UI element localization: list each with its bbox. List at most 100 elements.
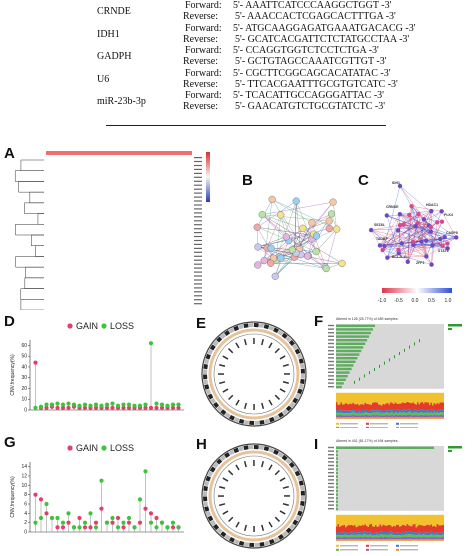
- network-node-label: IDH1: [392, 181, 400, 185]
- cnv-loss-point: [154, 401, 159, 406]
- cnv-loss-point: [126, 515, 132, 521]
- cnv-gain-point: [60, 405, 66, 410]
- cnv-loss-point: [115, 525, 121, 530]
- cnv-ylabel: CNV.frequency(%): [10, 354, 16, 396]
- cnv-gain-point: [82, 405, 88, 410]
- primer-gene-name: CRNDE: [97, 6, 131, 17]
- panel-letter-h: H: [196, 436, 207, 453]
- correlation-network: IDH1 CRNDE SEZ6L TADBP BCL2L11 ZFP1 STAT6 CASP8…: [368, 181, 459, 304]
- cnv-loss-point: [77, 525, 82, 530]
- cnv-loss-point: [159, 520, 165, 525]
- cnv-ytick: 2: [24, 520, 27, 526]
- primer-reverse-label: Reverse:: [183, 56, 218, 67]
- cnv-loss-point: [49, 402, 55, 407]
- cnv-gain-point: [148, 511, 154, 516]
- primer-reverse-sequence: 5'- GAACATGTCTGCGTATCTC -3': [235, 101, 386, 112]
- primer-reverse-sequence: 5'- GCTGTAGCCAAATCGTTGT -3': [235, 56, 387, 67]
- cnv-ytick: 6: [24, 502, 27, 508]
- cnv-gain-point: [77, 515, 82, 521]
- panel-letter-f: F: [314, 313, 324, 330]
- circos-plot-bottom: [201, 443, 307, 549]
- cnv-gain-point: [99, 506, 104, 511]
- cnv-ytick: 0: [24, 408, 27, 414]
- cnv-gain-point: [137, 520, 143, 525]
- cnv-gain-point: [143, 506, 148, 511]
- cnv-gain-point: [170, 405, 176, 410]
- correlation-scale-tick: 0.0: [412, 298, 419, 304]
- cnv-ytick: 30: [21, 375, 27, 381]
- cnv-loss-point: [82, 520, 88, 525]
- oncoprint-header: Altered in 401 (81.17%) of 494 samples.: [336, 439, 398, 443]
- cnv-ytick: 12: [21, 474, 27, 480]
- cnv-ytick: 50: [21, 354, 27, 360]
- correlation-scale-tick: -1.0: [378, 298, 387, 304]
- network-node-label: PLK4: [444, 213, 453, 217]
- circos-plot-top: [201, 321, 307, 427]
- cnv-loss-point: [44, 501, 49, 507]
- cnv-lollipop-top: 0 10 20 30 40 50 60 CNV.frequency(%) GAIN LOSS: [10, 321, 184, 414]
- cnv-loss-point: [104, 402, 110, 407]
- correlation-scale-tick: 1.0: [445, 298, 452, 304]
- cnv-loss-point: [93, 402, 99, 407]
- cnv-gain-point: [154, 515, 159, 521]
- cnv-ytick: 4: [24, 511, 27, 517]
- cnv-loss-point: [71, 525, 77, 530]
- cnv-loss-point: [88, 511, 93, 516]
- cnv-ytick: 40: [21, 364, 27, 370]
- cnv-loss-point: [49, 515, 55, 521]
- primer-gene-name: IDH1: [97, 28, 120, 40]
- cnv-gain-point: [110, 405, 115, 410]
- network-node-label: ZFP1: [416, 261, 425, 265]
- cnv-loss-point: [132, 525, 137, 530]
- oncoprint-top: Altered in 126 (25.77%) of 489 samples.: [328, 317, 462, 428]
- cnv-loss-point: [170, 520, 176, 525]
- cnv-loss-point: [38, 515, 44, 521]
- cnv-loss-point: [137, 403, 143, 408]
- cnv-loss-point: [170, 402, 176, 407]
- cnv-loss-point: [143, 469, 148, 474]
- panel-letter-e: E: [196, 315, 207, 332]
- panel-letter-b: B: [242, 172, 253, 189]
- network-node-label: CASP8: [446, 231, 458, 235]
- cnv-loss-point: [176, 402, 181, 407]
- primer-gene-name: miR-23b-3p: [97, 96, 146, 107]
- cnv-loss-point: [55, 515, 60, 521]
- panel-letter-d: D: [4, 313, 15, 330]
- primer-reverse-label: Reverse:: [183, 11, 218, 22]
- cnv-gain-point: [88, 525, 93, 530]
- heatmap-dendrogram: [14, 159, 44, 310]
- cnv-gain-point: [121, 405, 126, 410]
- panel-letter-c: C: [358, 172, 369, 189]
- correlation-scale-tick: 0.5: [428, 298, 435, 304]
- cnv-gain-point: [93, 520, 99, 525]
- network-node-label: TADBP: [376, 237, 388, 241]
- cnv-gain-point: [55, 525, 60, 530]
- cnv-loss-point: [99, 403, 104, 408]
- oncoprint-header: Altered in 126 (25.77%) of 489 samples.: [336, 317, 398, 321]
- cnv-loss-point: [104, 520, 110, 525]
- cnv-loss-point: [66, 401, 71, 406]
- cnv-gain-point: [66, 405, 71, 410]
- primer-forward-label: Forward:: [185, 45, 222, 56]
- legend-loss: LOSS: [110, 321, 134, 331]
- heatmap-cells: [46, 151, 192, 155]
- cnv-gain-point: [121, 525, 126, 530]
- cnv-loss-point: [143, 402, 148, 407]
- cnv-ytick: 14: [21, 464, 27, 470]
- cnv-loss-point: [110, 401, 115, 406]
- primer-forward-sequence: 5'- AAATTCATCCCAAGGCTGGT -3': [233, 0, 392, 11]
- cnv-loss-point: [60, 520, 66, 525]
- table-bottom-rule: [106, 125, 386, 126]
- primer-gene-name: U6: [97, 73, 110, 85]
- cnv-gain-point: [159, 405, 165, 410]
- cnv-gain-point: [154, 405, 159, 410]
- cnv-gain-point: [38, 497, 44, 502]
- cnv-loss-point: [148, 520, 154, 525]
- cnv-loss-point: [137, 497, 143, 502]
- cnv-loss-point: [132, 403, 137, 408]
- cnv-ytick: 60: [21, 343, 27, 349]
- legend-loss: LOSS: [110, 443, 134, 453]
- cnv-ylabel: CNV.frequency(%): [10, 476, 16, 518]
- network-node-label: HDAC1: [426, 203, 438, 207]
- primer-gene-name: GADPH: [97, 51, 132, 62]
